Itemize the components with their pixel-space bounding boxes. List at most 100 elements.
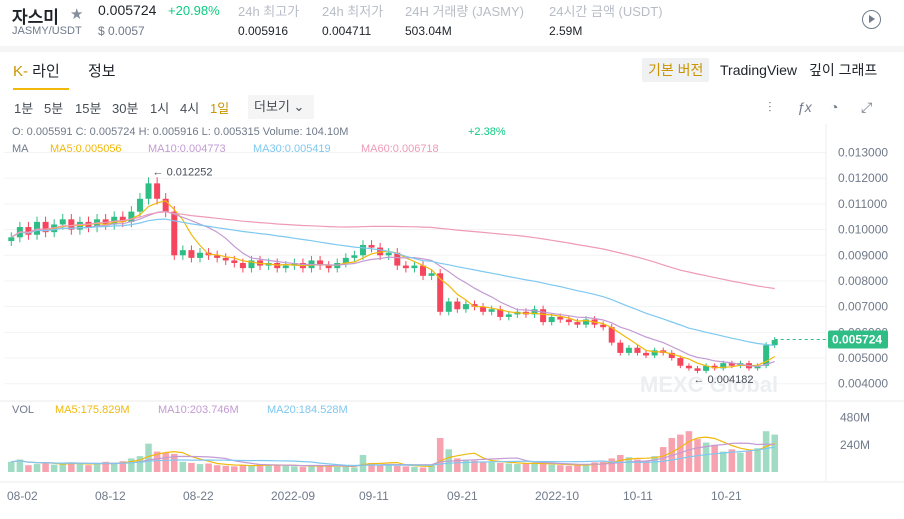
candle-body: [248, 260, 255, 269]
volume-bar: [248, 465, 255, 472]
volume-bar: [351, 467, 358, 472]
fullscreen-icon[interactable]: ⤢: [861, 99, 873, 115]
interval-1h[interactable]: 1시: [150, 101, 170, 116]
candle-body: [179, 250, 186, 256]
volume-bar: [273, 465, 281, 472]
volume-bar: [376, 465, 384, 472]
interval-4h[interactable]: 4시: [180, 101, 200, 116]
volume-bar: [574, 465, 581, 472]
view-depth[interactable]: 깊이 그래프: [809, 62, 878, 78]
volume-bar: [479, 461, 487, 472]
candle-body: [643, 352, 650, 356]
vol-tick-label: 480M: [840, 411, 870, 425]
candle-body: [685, 365, 692, 369]
volume-bar: [496, 462, 504, 472]
interval-bar: 1분 5분 15분 30분 1시 4시 1일 더보기 ⌄ ⫶ ƒx ◔ ⤢: [0, 92, 904, 124]
volume-bar: [188, 462, 195, 472]
volume-bar: [737, 452, 744, 472]
tab-info[interactable]: 정보: [88, 63, 116, 80]
favorite-star-icon[interactable]: ★: [70, 6, 84, 23]
volume-bar: [16, 459, 24, 472]
volume-bar: [171, 453, 178, 472]
volume-bar: [316, 465, 324, 472]
candle-body: [411, 265, 418, 269]
volume-bar: [745, 450, 753, 472]
volume-bar: [59, 463, 67, 472]
function-icon[interactable]: ƒx: [797, 99, 812, 115]
candle-body: [145, 183, 152, 199]
volume-bar: [385, 464, 392, 472]
current-price-tag: [828, 330, 888, 349]
volume-bar: [548, 464, 555, 472]
volume-bar: [128, 458, 135, 472]
interval-1m[interactable]: 1분: [14, 101, 34, 116]
candle-body: [471, 304, 478, 307]
y-tick-label: 0.013000: [838, 146, 888, 160]
volume-bar: [557, 465, 564, 472]
y-tick-label: 0.011000: [838, 197, 887, 211]
volume-bar: [522, 463, 530, 472]
volume-bar: [754, 448, 761, 472]
ohlc-readout: O: 0.005591 C: 0.005724 H: 0.005916 L: 0…: [12, 126, 349, 138]
volume-bar: [102, 461, 109, 472]
candle-body: [771, 340, 778, 346]
tab-kline[interactable]: K- 라인: [13, 60, 60, 81]
x-tick-label: 08-12: [95, 489, 126, 503]
volume-bar: [33, 464, 41, 472]
max-price-marker: ← 0.012252: [153, 166, 213, 178]
candle-body: [420, 265, 427, 276]
candle-body: [617, 342, 624, 353]
volume-bar: [411, 466, 418, 472]
stat-low-value: 0.004711: [322, 24, 372, 38]
volume-bar: [231, 466, 238, 472]
active-tab-underline: [13, 88, 69, 90]
candle-body: [694, 368, 701, 371]
volume-bar: [68, 462, 75, 472]
candle-body: [25, 227, 32, 235]
volume-bar: [565, 465, 573, 472]
interval-30m[interactable]: 30분: [112, 101, 139, 116]
volume-bar: [282, 465, 290, 472]
y-tick-label: 0.012000: [838, 171, 888, 185]
y-tick-label: 0.004000: [838, 377, 888, 391]
ma10-readout: MA10:0.004773: [148, 143, 226, 155]
ma5-readout: MA5:0.005056: [50, 143, 122, 155]
ticker-header: 자스미 ★ JASMY/USDT 0.005724 +20.98% $ 0.00…: [0, 0, 904, 46]
volume-bar: [119, 461, 127, 472]
volume-bar: [8, 461, 15, 472]
view-tradingview[interactable]: TradingView: [720, 62, 798, 78]
volume-bar: [419, 467, 427, 472]
price-change: +20.98%: [168, 3, 220, 18]
volume-bar: [42, 462, 49, 472]
volume-bar: [488, 462, 495, 472]
candle-body: [763, 345, 770, 366]
vol-ma10-readout: MA10:203.746M: [158, 404, 239, 416]
gauge-icon[interactable]: ◔: [830, 99, 839, 115]
ohlc-change: +2.38%: [468, 126, 506, 138]
vol-ma5-readout: MA5:175.829M: [55, 404, 130, 416]
more-intervals-dropdown[interactable]: 더보기 ⌄: [248, 95, 314, 119]
stat-amount-value: 2.59M: [549, 24, 583, 38]
volume-bar: [728, 449, 736, 472]
indicator-bars-icon[interactable]: ⫶: [768, 99, 772, 115]
candle-body: [42, 221, 49, 233]
volume-bar: [153, 451, 161, 472]
candle-body: [437, 273, 444, 312]
candle-body: [136, 198, 143, 212]
candle-body: [394, 252, 401, 266]
interval-15m[interactable]: 15분: [75, 101, 102, 116]
stat-high-value: 0.005916: [238, 24, 289, 38]
vol-ma20-readout: MA20:184.528M: [267, 404, 348, 416]
y-tick-label: 0.007000: [838, 300, 888, 314]
view-basic[interactable]: 기본 버전: [642, 58, 710, 82]
volume-bar: [762, 431, 770, 472]
candlestick-chart[interactable]: 0.013000 0.012000 0.011000 0.010000 0.009000…: [0, 124, 904, 519]
candle-body: [728, 363, 735, 366]
volume-bar: [85, 465, 92, 472]
ma30-readout: MA30:0.005419: [253, 143, 331, 155]
play-icon[interactable]: [862, 10, 881, 29]
volume-bar: [402, 466, 410, 472]
interval-1d[interactable]: 1일: [210, 101, 230, 116]
volume-bar: [265, 464, 272, 472]
interval-5m[interactable]: 5분: [44, 101, 64, 116]
